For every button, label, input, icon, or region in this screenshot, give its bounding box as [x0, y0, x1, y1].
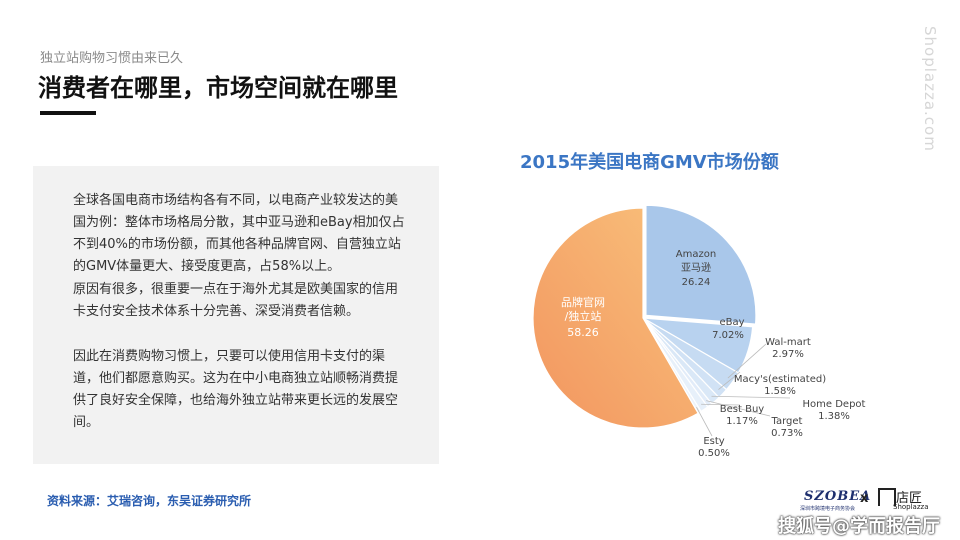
page-title: 消费者在哪里，市场空间就在哪里 — [38, 74, 398, 102]
leader-line-esty — [696, 407, 713, 437]
slice-label-home-depot-name: Home Depot — [803, 399, 866, 410]
slice-label-brand-name-2: /独立站 — [565, 309, 602, 323]
shoplazza-logo-name: 店匠 — [896, 491, 923, 506]
slice-label-wal-mart-name: Wal-mart — [765, 337, 811, 348]
slice-label-amazon-name-zh: 亚马逊 — [681, 262, 711, 274]
paragraph-3: 因此在消费购物习惯上，只要可以使用信用卡支付的渠道，他们都愿意购买。这为在中小电… — [73, 349, 399, 430]
slice-label-amazon-value: 26.24 — [682, 277, 711, 288]
szobea-logo-subtext: 深圳市跨境电子商务协会 — [800, 506, 856, 512]
paragraph-1: 全球各国电商市场结构各有不同，以电商产业较发达的美国为例：整体市场格局分散，其中… — [73, 193, 405, 274]
slice-label-ebay-value: 7.02% — [712, 330, 744, 341]
logo-separator: x — [860, 491, 869, 506]
slice-label-brand-value: 58.26 — [567, 326, 599, 339]
slice-label-target-name: Target — [771, 416, 803, 427]
slice-label-best-buy-name: Best Buy — [720, 404, 765, 415]
pie-slice-slice-8 — [532, 207, 699, 429]
pie-slice-amazon — [645, 204, 757, 325]
title-underline — [40, 111, 96, 115]
slice-label-wal-mart-value: 2.97% — [772, 349, 804, 360]
chart-title: 2015年美国电商GMV市场份额 — [520, 152, 779, 173]
slice-label-home-depot-value: 1.38% — [818, 411, 850, 422]
slice-label-esty-name: Esty — [703, 436, 724, 447]
leader-line-target — [706, 400, 771, 417]
slice-label-esty-value: 0.50% — [698, 448, 730, 459]
shoplazza-logo-icon — [878, 488, 896, 506]
szobea-logo: SZOBEA — [804, 489, 872, 504]
bottom-watermark: 搜狐号@学而报告厅 — [778, 516, 940, 537]
slice-label-ebay-name: eBay — [719, 317, 744, 328]
leader-line-wal-mart — [727, 343, 767, 379]
text-panel: 全球各国电商市场结构各有不同，以电商产业较发达的美国为例：整体市场格局分散，其中… — [33, 166, 439, 464]
slice-label-best-buy-value: 1.17% — [726, 416, 758, 427]
paragraph-2: 原因有很多，很重要一点在于海外尤其是欧美国家的信用卡支付安全技术体系十分完善、深… — [73, 282, 399, 319]
leader-line-home-depot — [711, 395, 791, 399]
leader-line-best-buy — [701, 403, 741, 406]
leader-line-macy-s-estimated — [718, 371, 741, 390]
slice-label-brand-name-1: 品牌官网 — [561, 295, 605, 309]
slice-label-macy-s-estimated-value: 1.58% — [764, 386, 796, 397]
page-subtitle: 独立站购物习惯由来已久 — [40, 51, 184, 66]
slice-label-target-value: 0.73% — [771, 428, 803, 439]
slice-label-macy-s-estimated-name: Macy's(estimated) — [734, 374, 826, 385]
shoplazza-logo-en: Shoplazza — [893, 503, 929, 511]
slice-label-amazon-name: Amazon — [676, 249, 716, 260]
source-note: 资料来源：艾瑞咨询，东吴证券研究所 — [47, 494, 252, 508]
